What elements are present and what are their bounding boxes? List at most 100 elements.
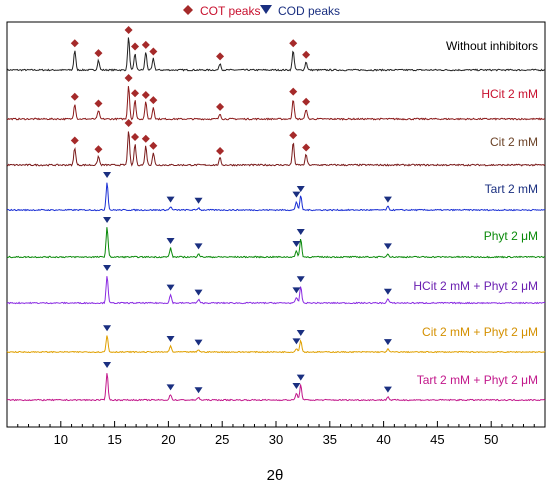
cod-peak-marker	[292, 383, 301, 389]
cod-peak-marker	[296, 186, 305, 192]
x-tick-label: 10	[54, 432, 68, 447]
cot-peak-marker	[131, 42, 140, 51]
x-tick-label: 20	[161, 432, 175, 447]
cot-peak-marker	[289, 39, 298, 48]
series-label: Without inhibitors	[446, 39, 538, 53]
cod-peak-marker	[166, 384, 175, 391]
cot-peak-marker	[216, 102, 225, 111]
x-axis-label: 2θ	[267, 467, 284, 484]
cod-peak-marker	[103, 217, 112, 223]
cod-peak-marker	[296, 330, 305, 336]
cot-peak-marker	[149, 47, 158, 56]
cot-peak-marker	[94, 145, 103, 154]
cot-peak-marker	[94, 49, 103, 58]
plot-frame	[6, 21, 546, 428]
cot-peak-marker	[70, 39, 79, 48]
series-2: Cit 2 mM	[6, 119, 546, 167]
legend-label-cod: COD peaks	[278, 4, 340, 18]
series-line	[6, 131, 546, 167]
cod-peak-marker	[296, 276, 305, 283]
legend-marker-cod	[260, 5, 272, 14]
cot-peak-marker	[149, 141, 158, 150]
x-tick-label: 30	[269, 432, 283, 447]
series-line	[6, 276, 546, 305]
series-line	[6, 86, 545, 121]
x-axis: 10 15 20 25 30 35 40 45 50	[6, 421, 546, 447]
cod-peak-marker	[103, 172, 112, 178]
cot-peak-marker	[141, 40, 150, 49]
cod-peak-marker	[383, 196, 392, 203]
cot-peak-marker	[94, 99, 103, 108]
cot-peak-marker	[124, 74, 133, 82]
series-label: HCit 2 mM	[481, 87, 538, 101]
series-6: Cit 2 mM + Phyt 2 μM	[6, 325, 546, 354]
series-line	[6, 37, 546, 72]
cot-peak-marker	[70, 92, 79, 101]
series-layer: Without inhibitors HCit 2 mM Cit 2 mM Tart …	[6, 26, 546, 402]
cod-peak-marker	[103, 265, 112, 271]
series-label: Tart 2 mM + Phyt 2 μM	[417, 373, 538, 387]
legend-marker-cot	[183, 5, 193, 15]
cod-peak-marker	[296, 229, 305, 235]
x-tick-label: 15	[107, 432, 121, 447]
cod-peak-marker	[103, 325, 112, 332]
cod-peak-marker	[103, 362, 112, 368]
legend-label-cot: COT peaks	[200, 4, 260, 18]
x-tick-label: 50	[484, 432, 498, 447]
cod-peak-marker	[194, 387, 203, 394]
series-1: HCit 2 mM	[6, 74, 545, 121]
legend: COT peaks COD peaks	[183, 4, 340, 18]
cod-peak-marker	[296, 374, 305, 381]
series-7: Tart 2 mM + Phyt 2 μM	[6, 362, 546, 402]
series-label: Tart 2 mM	[485, 182, 538, 196]
cod-peak-marker	[383, 386, 392, 393]
series-label: Cit 2 mM	[490, 135, 538, 149]
cod-peak-marker	[383, 339, 392, 346]
cot-peak-marker	[131, 133, 140, 141]
series-line	[6, 182, 546, 212]
series-0: Without inhibitors	[6, 26, 546, 72]
x-tick-label: 25	[215, 432, 229, 447]
cot-peak-marker	[131, 89, 140, 98]
cod-peak-marker	[292, 241, 301, 247]
cot-peak-marker	[289, 131, 298, 140]
series-line	[6, 227, 546, 259]
cot-peak-marker	[289, 87, 298, 96]
cod-peak-marker	[292, 338, 301, 345]
x-tick-label: 45	[430, 432, 444, 447]
cot-peak-marker	[141, 134, 150, 143]
cod-peak-marker	[166, 196, 175, 203]
cod-peak-marker	[292, 287, 301, 294]
cod-peak-marker	[194, 289, 203, 296]
cot-peak-marker	[302, 50, 311, 59]
series-line	[6, 373, 546, 402]
series-4: Phyt 2 μM	[6, 217, 546, 259]
cod-peak-marker	[194, 197, 203, 204]
cot-peak-marker	[216, 52, 225, 61]
cod-peak-marker	[292, 191, 301, 198]
cod-peak-marker	[194, 339, 203, 346]
series-5: HCit 2 mM + Phyt 2 μM	[6, 265, 546, 305]
cot-peak-marker	[70, 136, 79, 145]
cot-peak-marker	[302, 143, 311, 152]
cod-peak-marker	[383, 243, 392, 250]
cod-peak-marker	[383, 288, 392, 295]
cod-peak-marker	[166, 238, 175, 244]
cot-peak-marker	[216, 147, 225, 155]
series-label: Cit 2 mM + Phyt 2 μM	[422, 325, 538, 339]
x-tick-label: 35	[323, 432, 337, 447]
x-tick-label: 40	[376, 432, 390, 447]
cot-peak-marker	[124, 119, 133, 127]
cot-peak-marker	[124, 26, 133, 34]
cod-peak-marker	[166, 336, 175, 342]
cod-peak-marker	[194, 243, 203, 250]
cot-peak-marker	[302, 97, 311, 106]
cod-peak-marker	[166, 284, 175, 291]
cot-peak-marker	[141, 91, 150, 99]
series-line	[6, 335, 546, 354]
series-label: HCit 2 mM + Phyt 2 μM	[413, 279, 538, 293]
series-label: Phyt 2 μM	[484, 229, 538, 243]
cot-peak-marker	[149, 96, 158, 105]
